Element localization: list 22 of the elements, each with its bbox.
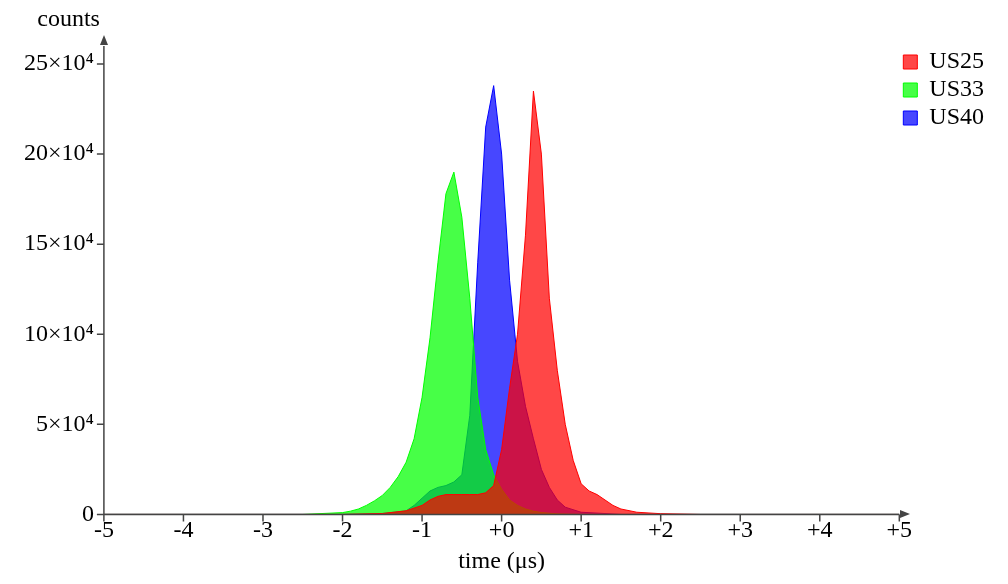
- x-axis-title: time (μs): [458, 546, 546, 573]
- y-tick-label: 25×10⁴: [24, 49, 94, 76]
- x-tick-label: -5: [93, 516, 114, 543]
- y-axis-title: counts: [37, 5, 100, 32]
- x-tick-label: -1: [412, 516, 433, 543]
- x-tick-label: -4: [173, 516, 194, 543]
- y-tick-label: 15×10⁴: [24, 229, 94, 256]
- y-tick-label: 20×10⁴: [24, 139, 94, 166]
- x-tick-label: +3: [727, 516, 754, 543]
- x-tick-label: +4: [807, 516, 833, 543]
- x-tick-label: -2: [332, 516, 353, 543]
- y-tick-label: 0: [81, 499, 94, 526]
- y-tick-label: 10×10⁴: [24, 319, 94, 346]
- x-tick-label: +5: [886, 516, 913, 543]
- x-tick-label: +1: [568, 516, 594, 543]
- legend-label: US25: [929, 47, 985, 74]
- legend-label: US33: [929, 75, 985, 102]
- x-tick-label: +0: [488, 516, 515, 543]
- y-tick-label: 5×10⁴: [36, 409, 94, 436]
- legend-label: US40: [929, 103, 985, 130]
- x-tick-label: -3: [252, 516, 273, 543]
- x-tick-label: +2: [647, 516, 674, 543]
